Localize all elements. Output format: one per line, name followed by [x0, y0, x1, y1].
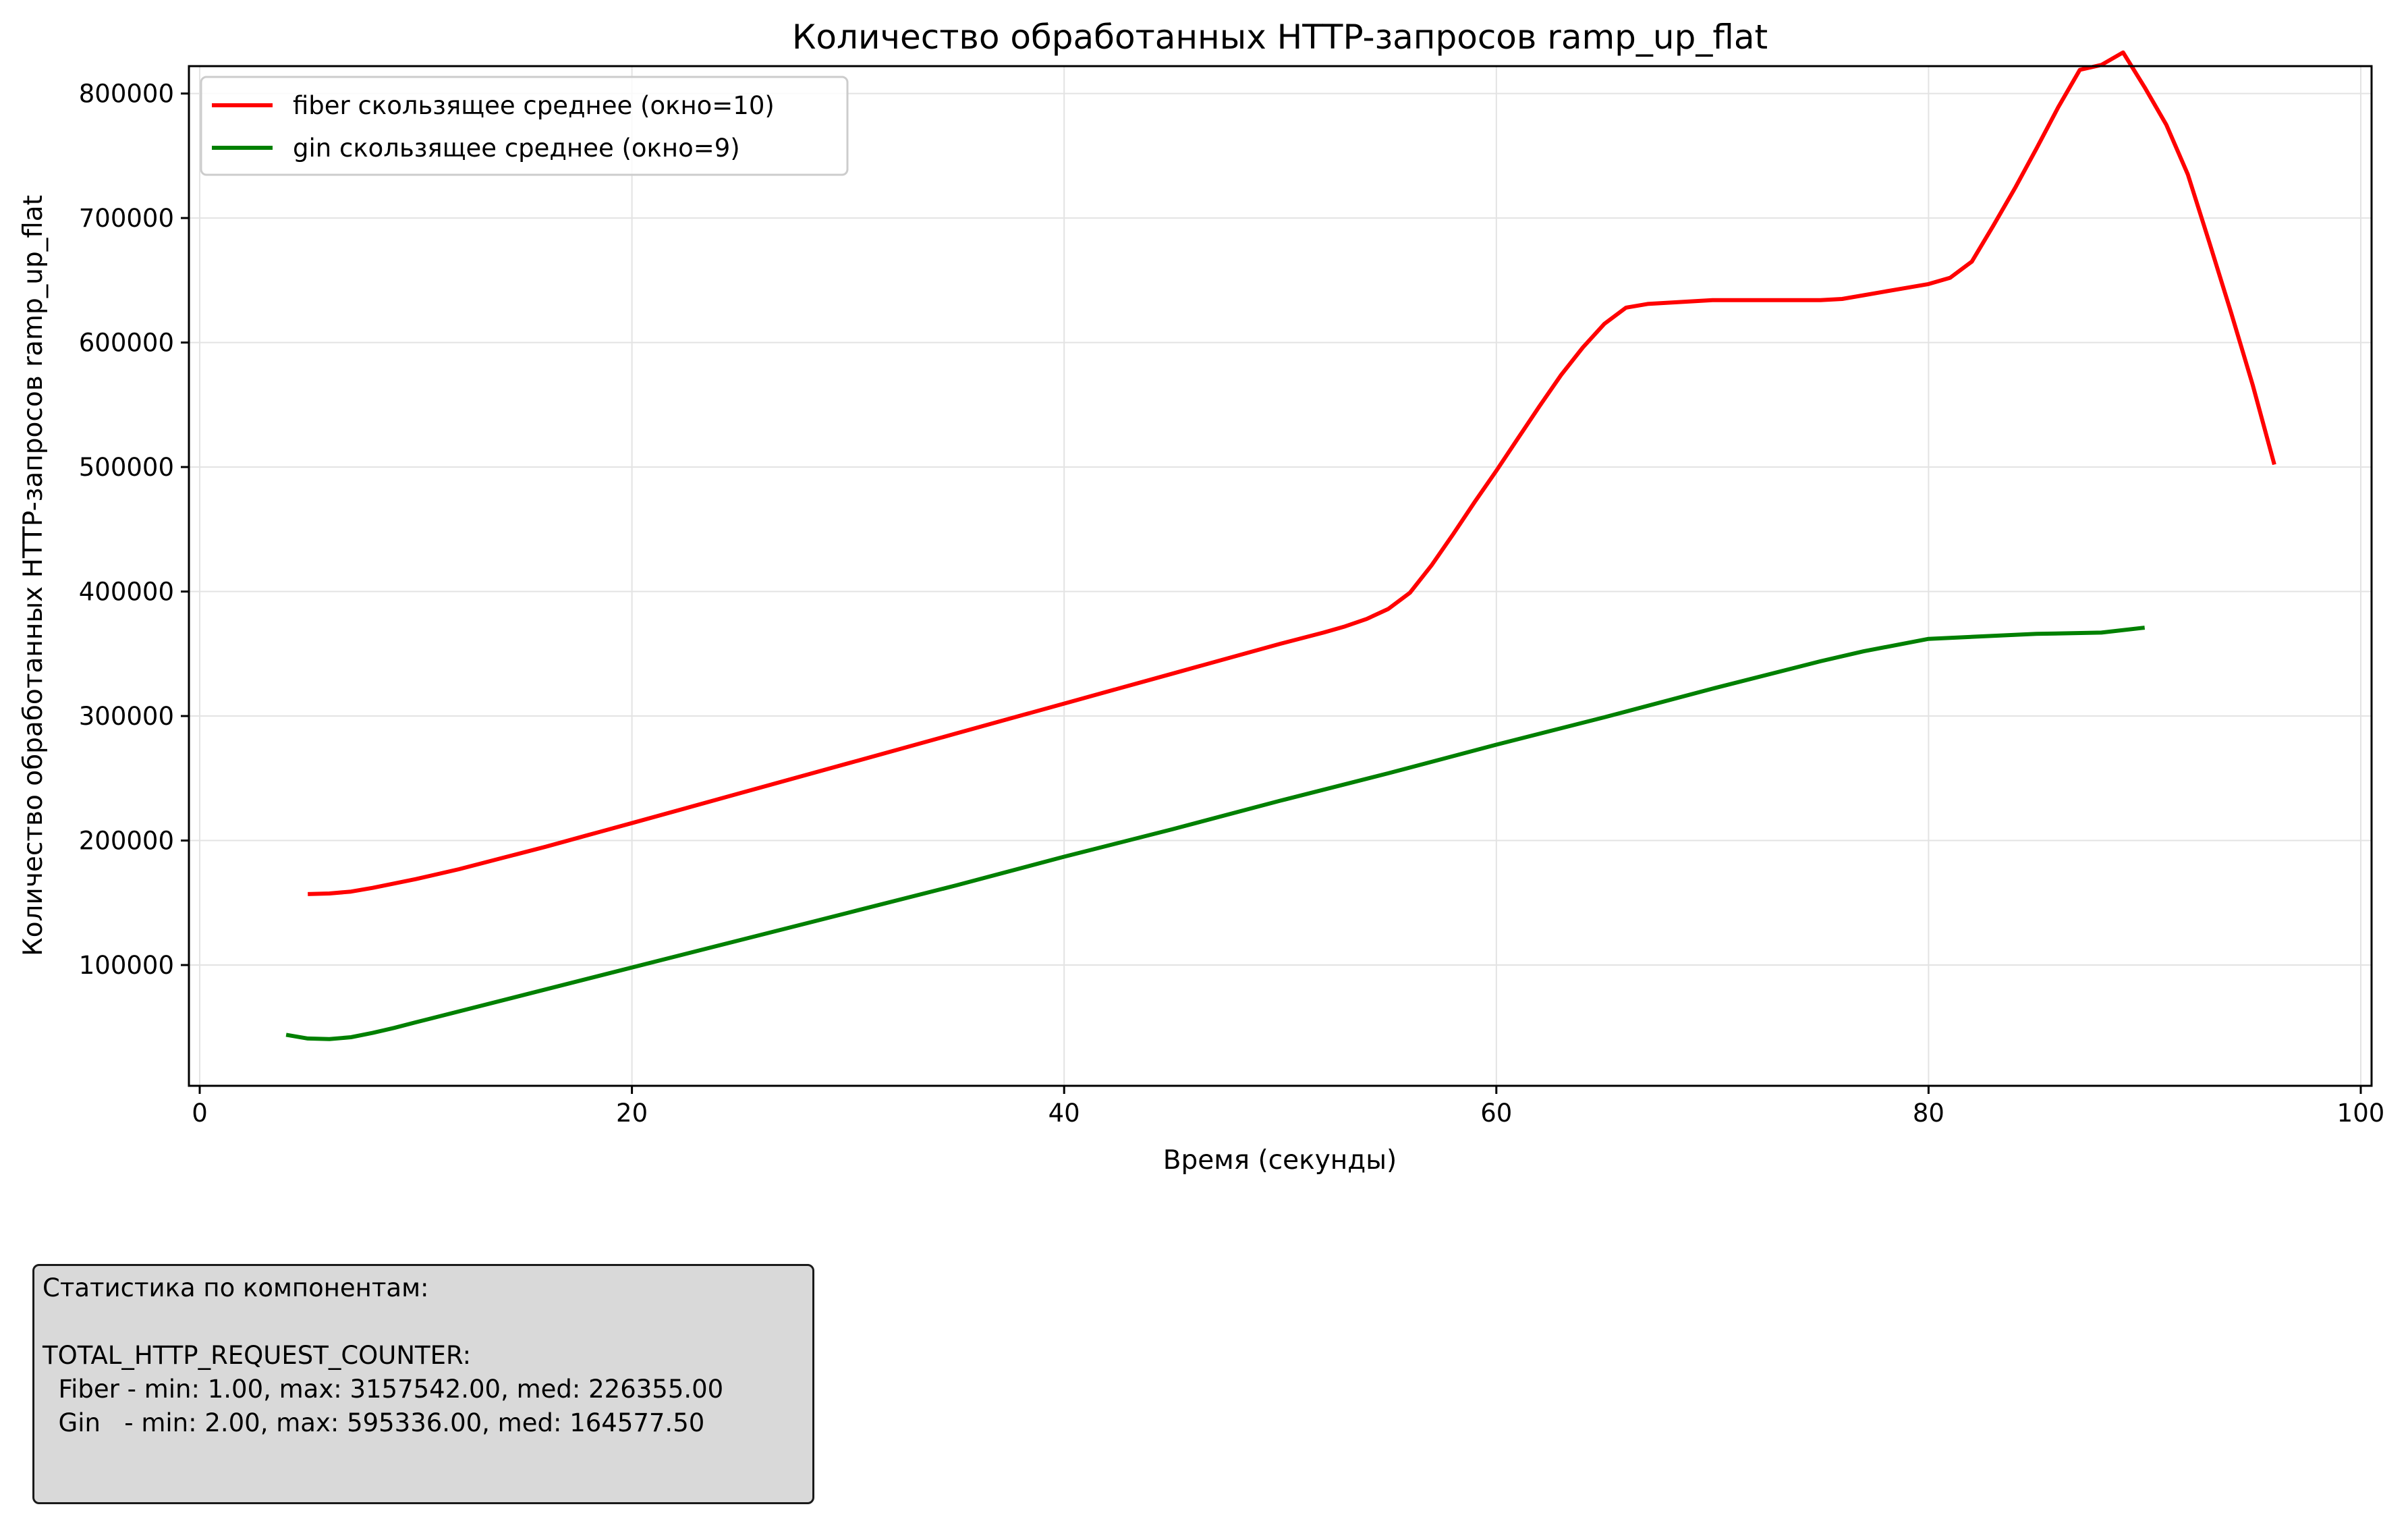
- stats-heading: Статистика по компонентам:: [43, 1273, 429, 1302]
- y-tick-label-2: 300000: [79, 702, 174, 731]
- y-tick-label-1: 200000: [79, 827, 174, 856]
- chart-title: Количество обработанных HTTP-запросов ra…: [792, 18, 1768, 57]
- plot-frame: [188, 65, 2373, 1087]
- y-tick-label-6: 700000: [79, 204, 174, 233]
- grid: [189, 66, 2372, 1086]
- legend: fiber скользящее среднее (окно=10) gin с…: [200, 76, 849, 176]
- x-tick-label-1: 20: [616, 1099, 648, 1128]
- y-tick-label-5: 600000: [79, 329, 174, 358]
- stats-metric-name: TOTAL_HTTP_REQUEST_COUNTER:: [43, 1341, 472, 1370]
- x-tick-label-4: 80: [1913, 1099, 1944, 1128]
- x-tick-label-2: 40: [1048, 1099, 1080, 1128]
- series-line-fiber: [308, 50, 2276, 896]
- y-axis-label: Количество обработанных HTTP-запросов ra…: [18, 195, 49, 956]
- axis-ticks: 0 20 40 60 80 100 100000 200000 300000 400000 5000…: [79, 80, 2385, 1128]
- y-tick-label-0: 100000: [79, 951, 174, 980]
- legend-box: [200, 76, 849, 176]
- x-tick-label-3: 60: [1480, 1099, 1512, 1128]
- y-tick-label-4: 500000: [79, 453, 174, 482]
- stats-box: Статистика по компонентам: TOTAL_HTTP_RE…: [32, 1264, 814, 1504]
- y-tick-label-7: 800000: [79, 80, 174, 109]
- stats-spacer: [43, 1305, 804, 1339]
- x-tick-label-5: 100: [2337, 1099, 2385, 1128]
- y-tick-label-3: 400000: [79, 578, 174, 607]
- legend-label-fiber: fiber скользящее среднее (окно=10): [293, 91, 775, 120]
- x-axis-label: Время (секунды): [1163, 1145, 1397, 1176]
- stats-gin-line: Gin - min: 2.00, max: 595336.00, med: 16…: [43, 1408, 705, 1437]
- series-lines: [285, 50, 2276, 1041]
- x-tick-label-0: 0: [192, 1099, 208, 1128]
- stats-fiber-line: Fiber - min: 1.00, max: 3157542.00, med:…: [43, 1375, 724, 1404]
- series-line-gin: [285, 626, 2146, 1041]
- legend-label-gin: gin скользящее среднее (окно=9): [293, 134, 740, 163]
